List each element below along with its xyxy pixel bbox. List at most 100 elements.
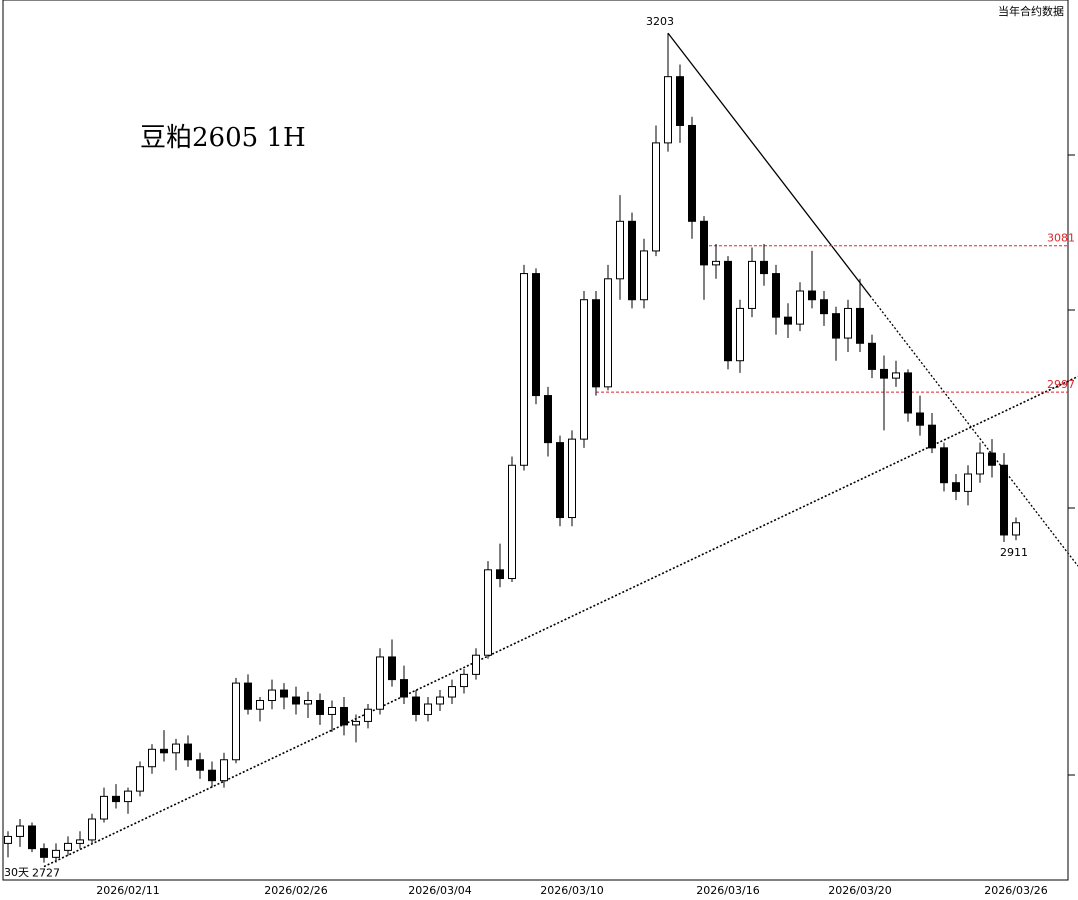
candle-body: [940, 447, 948, 484]
candle-body: [340, 706, 348, 726]
candle-body: [556, 442, 564, 519]
low-label: 2911: [1000, 546, 1028, 559]
candle-body: [844, 307, 852, 339]
candle-body: [28, 825, 36, 850]
x-tick-label: 2026/03/16: [696, 884, 759, 897]
candle-body: [412, 696, 420, 715]
candle-body: [52, 849, 60, 858]
candle-body: [256, 700, 264, 710]
candle-body: [208, 769, 216, 782]
candle-body: [820, 299, 828, 315]
candle-body: [580, 299, 588, 440]
candle-body: [304, 700, 312, 705]
candle-body: [112, 795, 120, 803]
x-tick-label: 2026/03/04: [408, 884, 471, 897]
candle-body: [520, 273, 528, 466]
candle-body: [868, 342, 876, 370]
candle-body: [328, 706, 336, 715]
candle-body: [724, 260, 732, 362]
candle-body: [172, 743, 180, 754]
candle-body: [664, 76, 672, 144]
candle-body: [64, 842, 72, 851]
candle-body: [268, 689, 276, 702]
candle-body: [772, 273, 780, 318]
candle-body: [364, 708, 372, 722]
candle-body: [400, 679, 408, 698]
candle-body: [880, 368, 888, 379]
candle-body: [736, 307, 744, 362]
candle-body: [568, 438, 576, 519]
candle-body: [124, 790, 132, 803]
candle-body: [532, 273, 540, 397]
candle-body: [748, 260, 756, 309]
candle-body: [856, 307, 864, 344]
candle-body: [76, 839, 84, 844]
candle-body: [376, 656, 384, 710]
candle-body: [496, 569, 504, 580]
candle-body: [136, 766, 144, 792]
high-label: 3203: [646, 15, 674, 28]
candle-body: [604, 278, 612, 388]
candle-body: [232, 682, 240, 761]
candle-body: [784, 316, 792, 325]
candle-body: [688, 124, 696, 222]
period: 30天: [4, 866, 29, 879]
candle-body: [928, 424, 936, 449]
candle-body: [652, 142, 660, 252]
candle-body: [640, 250, 648, 301]
candle-body: [424, 703, 432, 715]
candle-body: [796, 290, 804, 325]
low-label: 2727: [32, 867, 60, 880]
candle-body: [712, 260, 720, 266]
candle-body: [88, 818, 96, 841]
candle-body: [952, 482, 960, 492]
candle-body: [988, 452, 996, 466]
x-tick-label: 2026/03/20: [828, 884, 891, 897]
trend-line: [667, 32, 871, 297]
x-tick-label: 2026/02/26: [264, 884, 327, 897]
candle-body: [508, 464, 516, 580]
note: 当年合约数据: [998, 4, 1064, 18]
candle-body: [436, 696, 444, 705]
candle-body: [352, 720, 360, 726]
level-label: 3081: [1047, 232, 1075, 245]
candle-body: [220, 759, 228, 782]
candle-body: [592, 299, 600, 388]
x-tick-label: 2026/03/26: [984, 884, 1047, 897]
candle-body: [244, 682, 252, 710]
candle-body: [760, 260, 768, 275]
candle-body: [916, 412, 924, 426]
candle-body: [1000, 464, 1008, 536]
candle-body: [448, 686, 456, 698]
candle-body: [184, 743, 192, 761]
candle-body: [388, 656, 396, 681]
candle-body: [16, 825, 24, 837]
support-line: [43, 375, 1078, 868]
candle-body: [148, 748, 156, 768]
candle-body: [616, 220, 624, 280]
plot-frame: [2, 0, 1069, 881]
candle-body: [904, 372, 912, 414]
chart-title: 豆粕2605 1H: [140, 123, 306, 153]
candle-body: [892, 372, 900, 379]
candle-body: [808, 290, 816, 301]
candle-body: [832, 313, 840, 339]
candle-body: [316, 700, 324, 715]
candle-body: [4, 835, 12, 844]
x-tick-label: 2026/02/11: [96, 884, 159, 897]
candle-body: [280, 689, 288, 698]
candle-body: [460, 673, 468, 688]
candle-body: [160, 748, 168, 754]
candle-body: [676, 76, 684, 126]
candle-body: [964, 473, 972, 492]
candle-body: [976, 452, 984, 475]
candle-body: [700, 220, 708, 266]
candle-body: [544, 395, 552, 444]
candle-body: [1012, 522, 1020, 536]
candle-body: [40, 848, 48, 858]
candle-body: [628, 220, 636, 301]
trend-line: [869, 295, 1078, 567]
candle-body: [292, 696, 300, 705]
candle-body: [472, 654, 480, 675]
